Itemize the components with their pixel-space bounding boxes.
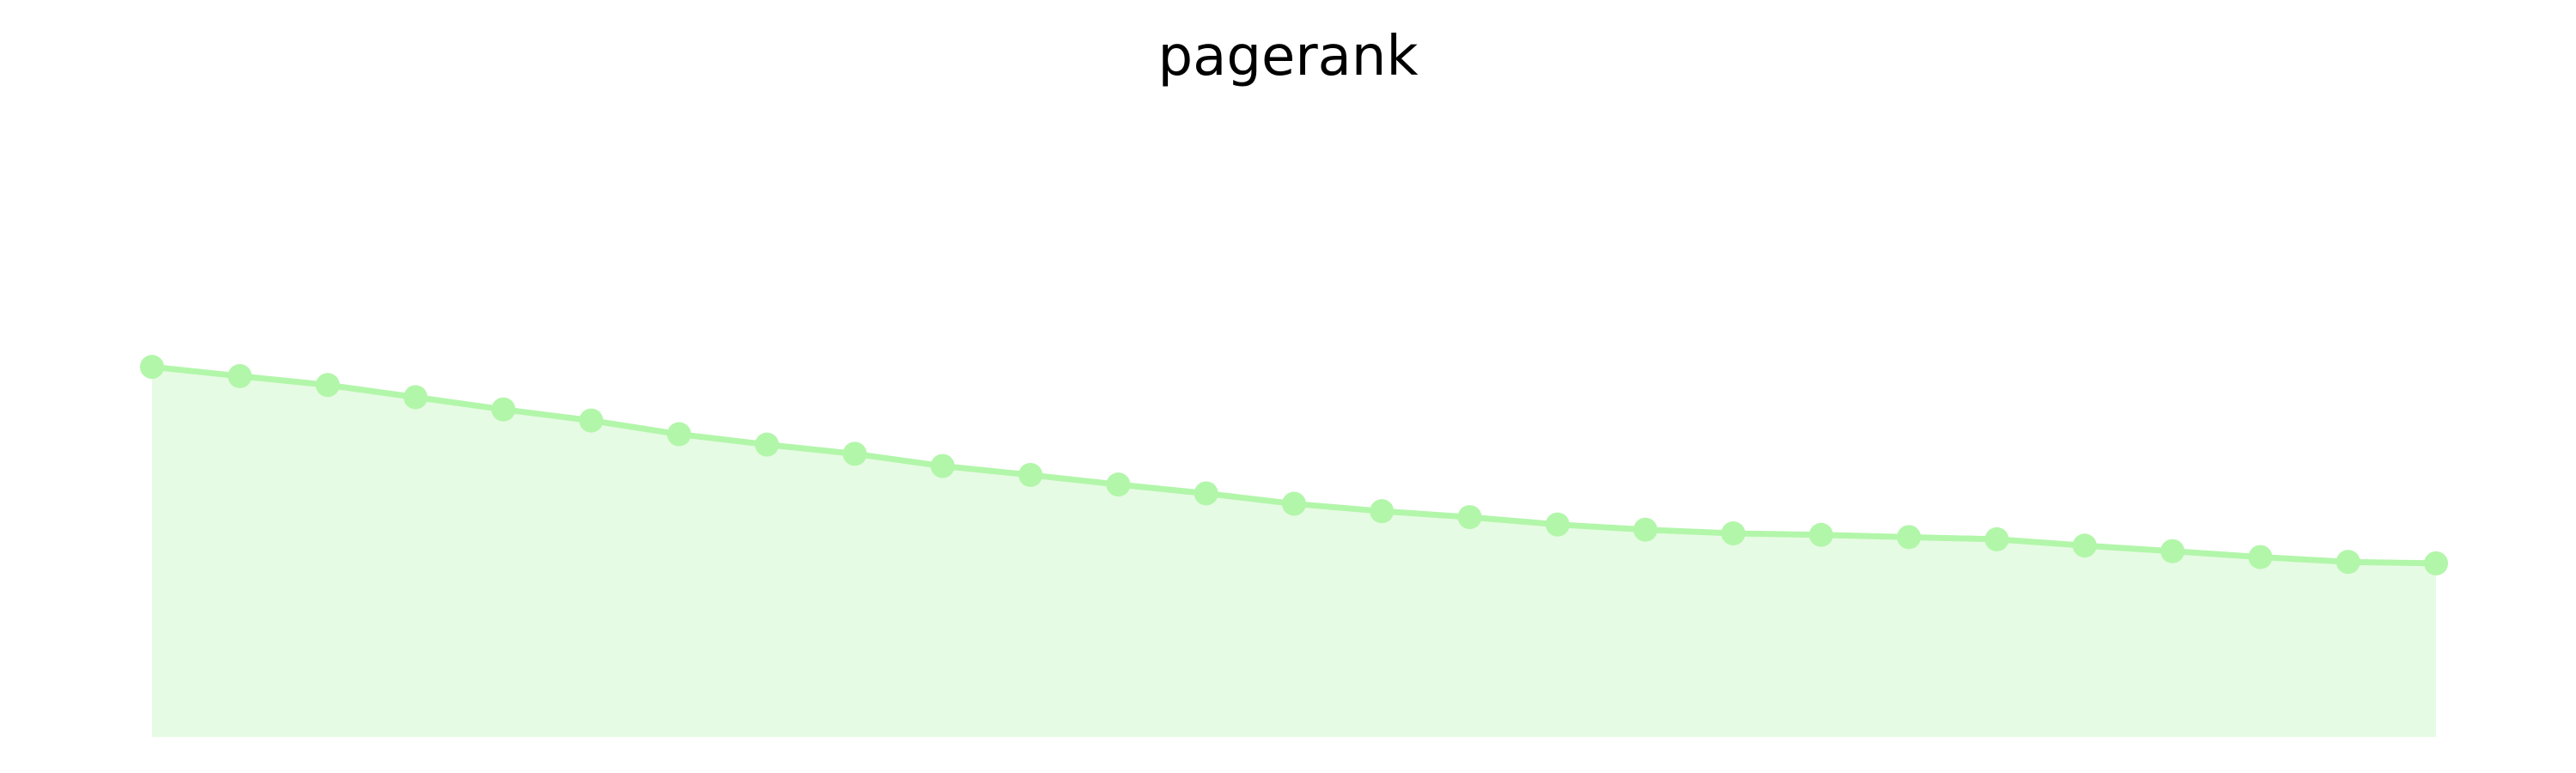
data-point [1194, 481, 1218, 506]
data-point [1984, 526, 2009, 551]
data-point [2336, 550, 2360, 575]
data-point [1018, 462, 1043, 487]
data-point [1370, 499, 1394, 524]
data-point [2160, 539, 2185, 563]
chart-title: pagerank [1157, 25, 1419, 88]
data-point [1282, 491, 1306, 516]
data-point [2248, 545, 2273, 569]
data-point [579, 408, 604, 433]
data-point [2424, 551, 2448, 575]
data-point [930, 453, 955, 478]
data-point [228, 363, 252, 388]
data-point [1633, 517, 1658, 542]
data-point [2072, 533, 2097, 558]
data-point [842, 441, 867, 466]
data-point [1721, 521, 1746, 546]
data-point [1457, 505, 1482, 530]
data-point [491, 397, 516, 422]
data-point [403, 385, 428, 410]
data-point [140, 355, 164, 380]
data-point [666, 422, 691, 447]
data-point [755, 432, 780, 457]
area-fill [152, 367, 2436, 737]
data-point [1808, 522, 1833, 547]
data-point [315, 373, 340, 398]
data-point [1897, 525, 1922, 550]
data-point [1545, 512, 1570, 537]
data-point [1106, 472, 1131, 497]
